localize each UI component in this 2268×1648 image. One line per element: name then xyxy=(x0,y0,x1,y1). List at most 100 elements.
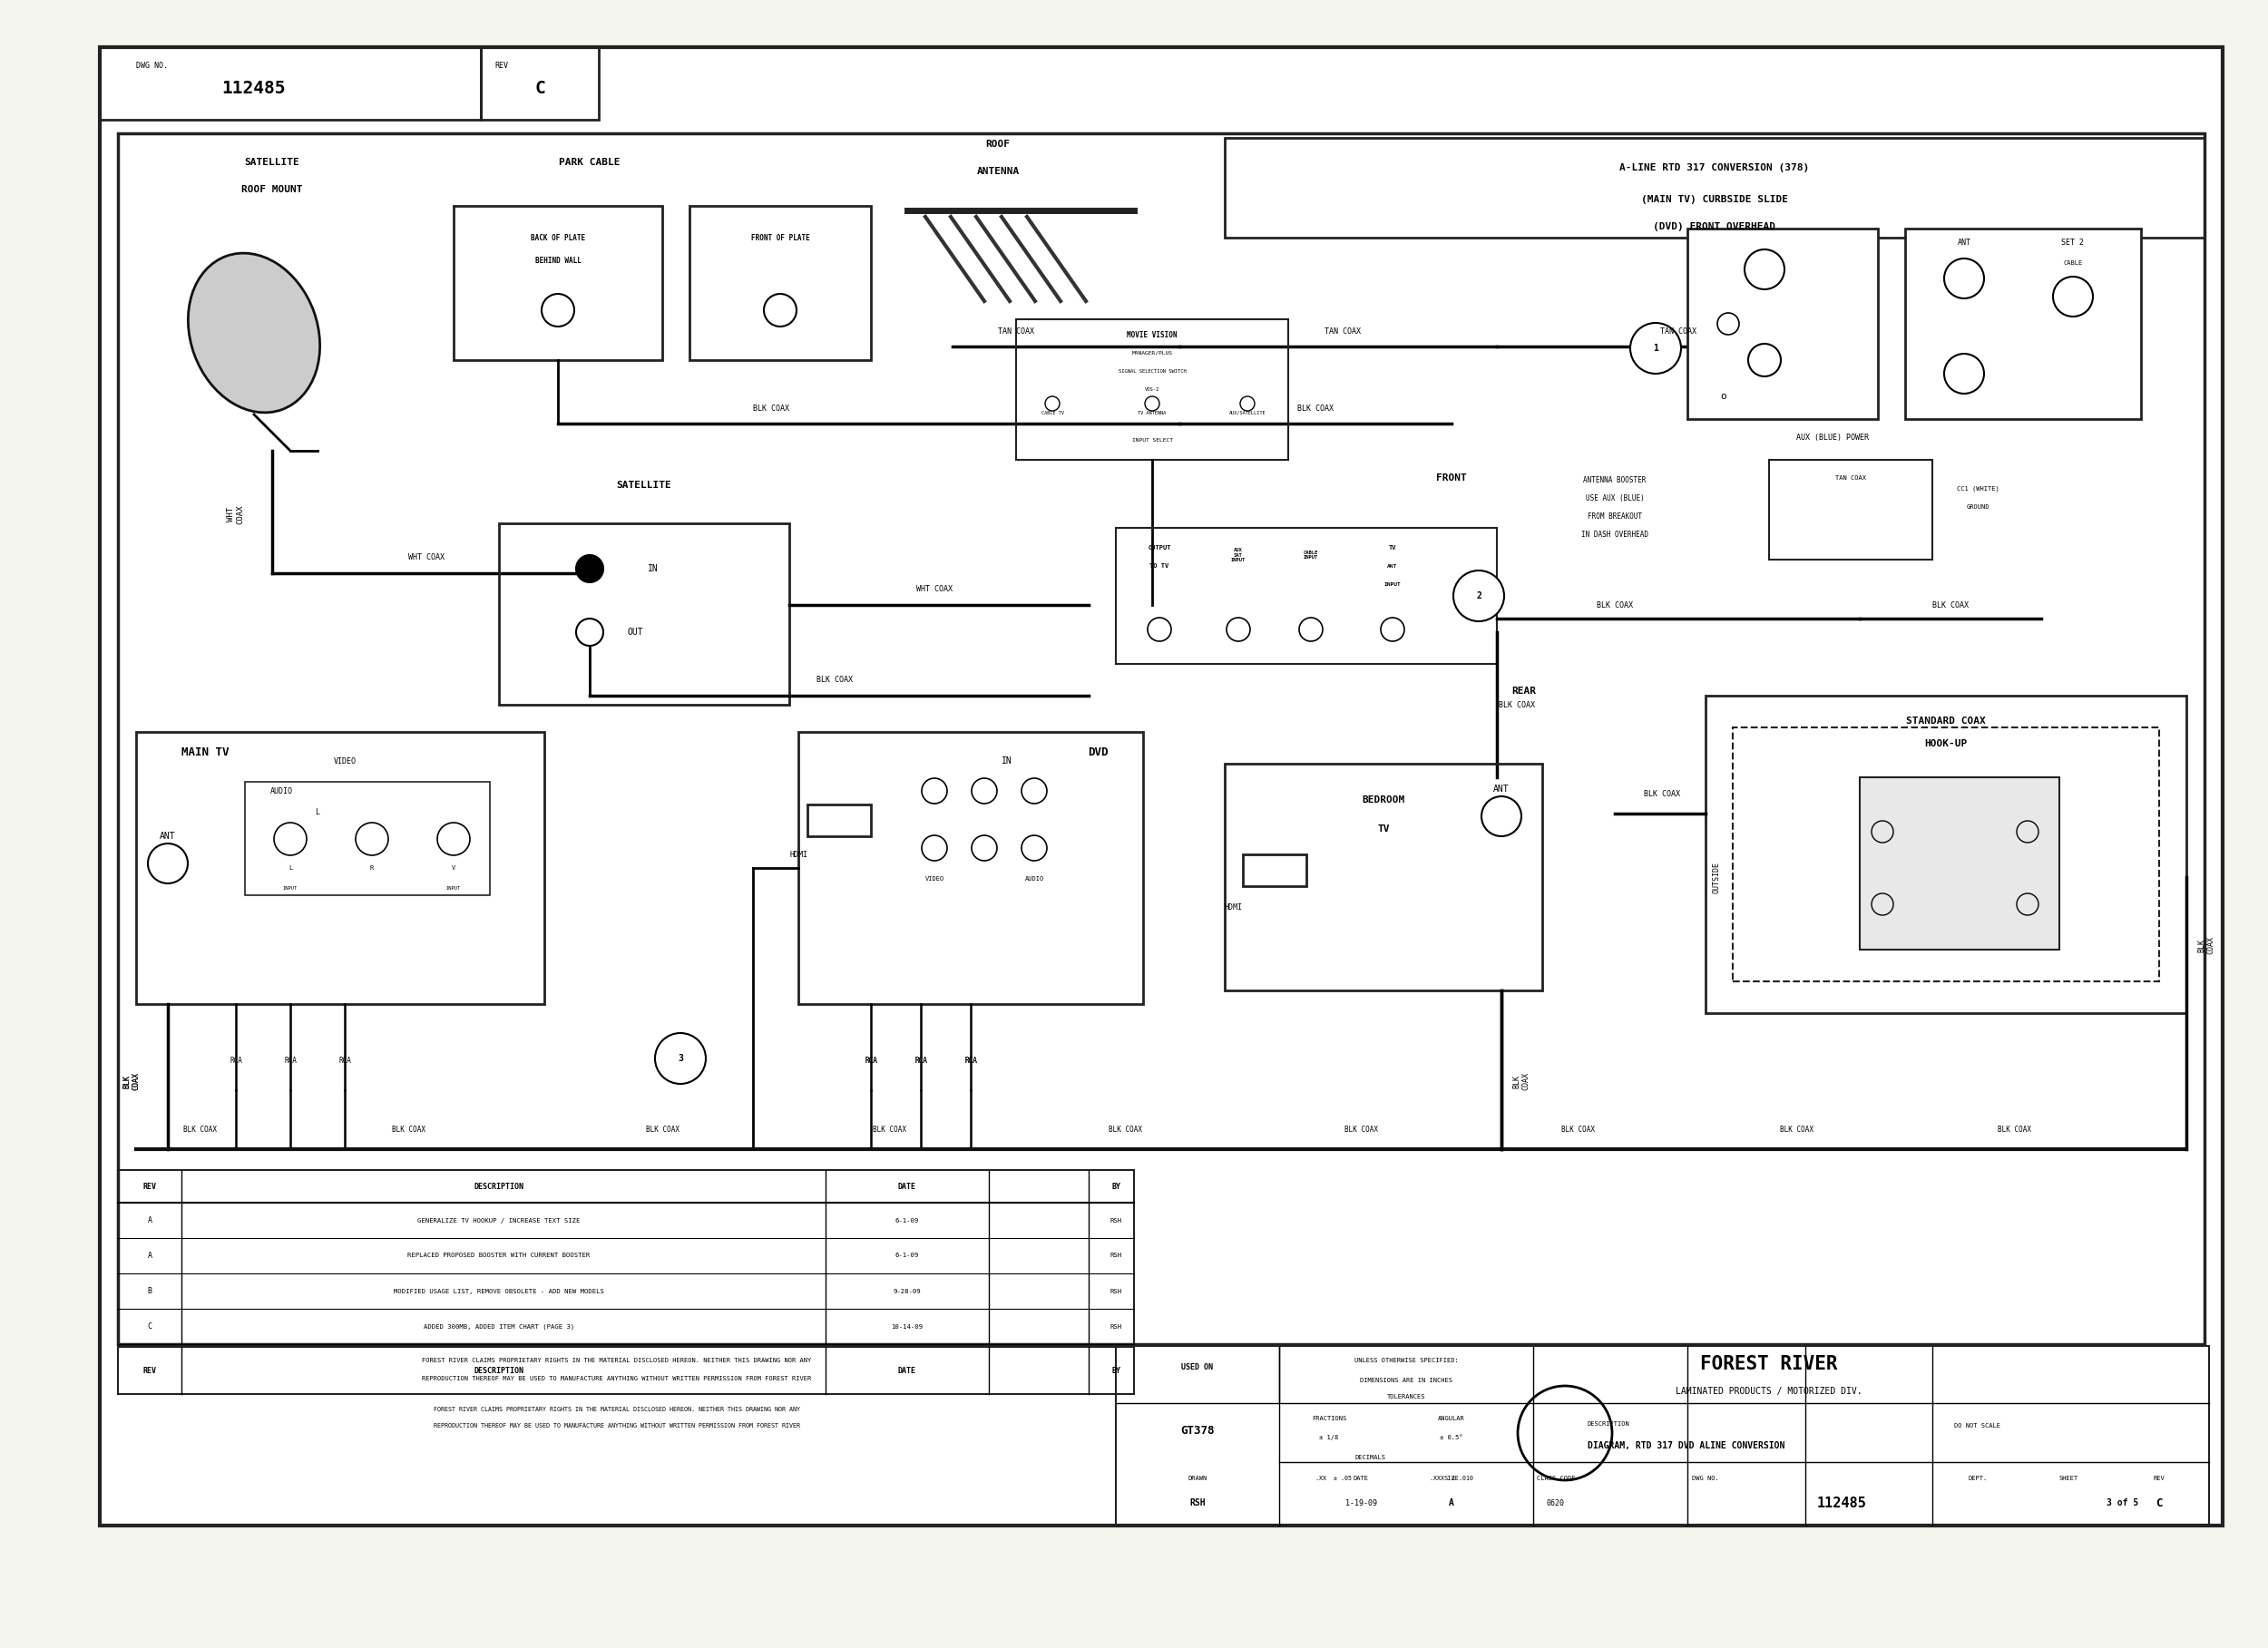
Text: DIAGRAM, RTD 317 DVD ALINE CONVERSION: DIAGRAM, RTD 317 DVD ALINE CONVERSION xyxy=(1588,1442,1785,1450)
Text: BLK COAX: BLK COAX xyxy=(1563,1126,1594,1134)
Bar xyxy=(1225,138,2204,237)
Text: DESCRIPTION: DESCRIPTION xyxy=(474,1366,524,1374)
Bar xyxy=(1860,778,2059,949)
Text: SATELLITE: SATELLITE xyxy=(245,158,299,166)
Text: AUDIO: AUDIO xyxy=(270,786,293,794)
Text: A: A xyxy=(1449,1498,1454,1508)
Text: SHEET: SHEET xyxy=(2059,1475,2077,1482)
Text: DWG NO.: DWG NO. xyxy=(136,61,168,69)
Text: DWG NO.: DWG NO. xyxy=(1692,1475,1719,1482)
Text: UNLESS OTHERWISE SPECIFIED:: UNLESS OTHERWISE SPECIFIED: xyxy=(1354,1358,1458,1363)
Text: DEPT.: DEPT. xyxy=(1969,1475,1987,1482)
Text: HDMI: HDMI xyxy=(1225,903,1243,911)
Text: REV: REV xyxy=(143,1182,156,1190)
Bar xyxy=(118,1170,1134,1345)
Text: TO TV: TO TV xyxy=(1150,564,1168,569)
Text: RCA: RCA xyxy=(338,1056,352,1065)
Text: FOREST RIVER CLAIMS PROPRIETARY RIGHTS IN THE MATERIAL DISCLOSED HEREON. NEITHER: FOREST RIVER CLAIMS PROPRIETARY RIGHTS I… xyxy=(422,1358,812,1363)
Bar xyxy=(481,48,599,120)
Text: GENERALIZE TV HOOKUP / INCREASE TEXT SIZE: GENERALIZE TV HOOKUP / INCREASE TEXT SIZ… xyxy=(417,1218,581,1223)
Text: ANTENNA: ANTENNA xyxy=(978,166,1018,176)
Text: REV: REV xyxy=(494,61,508,69)
Text: TV: TV xyxy=(1388,545,1397,550)
Text: RCA: RCA xyxy=(914,1056,928,1065)
Text: OUT: OUT xyxy=(626,628,644,636)
Bar xyxy=(118,133,2204,1345)
Text: DATE: DATE xyxy=(898,1366,916,1374)
Text: BLK COAX: BLK COAX xyxy=(873,1126,905,1134)
Text: BLK COAX: BLK COAX xyxy=(1932,602,1969,610)
Text: BLK COAX: BLK COAX xyxy=(1499,700,1535,709)
Bar xyxy=(100,48,481,120)
Text: (DVD) FRONT OVERHEAD: (DVD) FRONT OVERHEAD xyxy=(1653,222,1776,231)
Text: R: R xyxy=(370,865,374,870)
Text: BLK
COAX: BLK COAX xyxy=(122,1073,141,1091)
Text: DATE: DATE xyxy=(1354,1475,1368,1482)
Text: USED ON: USED ON xyxy=(1182,1363,1213,1371)
Text: REPLACED PROPOSED BOOSTER WITH CURRENT BOOSTER: REPLACED PROPOSED BOOSTER WITH CURRENT B… xyxy=(408,1252,590,1259)
Text: ± 0.5°: ± 0.5° xyxy=(1440,1435,1463,1440)
Text: TOLERANCES: TOLERANCES xyxy=(1388,1394,1427,1399)
Text: RSH: RSH xyxy=(1109,1323,1123,1330)
Text: RCA: RCA xyxy=(914,1056,928,1065)
Text: VIDEO: VIDEO xyxy=(333,756,356,765)
Text: ANT: ANT xyxy=(1957,237,1971,246)
Text: WHT COAX: WHT COAX xyxy=(916,585,953,593)
Text: L: L xyxy=(315,808,320,816)
Text: BLK
COAX: BLK COAX xyxy=(2198,936,2216,954)
Text: TAN COAX: TAN COAX xyxy=(1325,326,1361,335)
Circle shape xyxy=(1454,570,1504,621)
Bar xyxy=(807,804,871,836)
Text: (MAIN TV) CURBSIDE SLIDE: (MAIN TV) CURBSIDE SLIDE xyxy=(1642,194,1787,204)
Text: REV: REV xyxy=(2152,1475,2166,1482)
Text: DECIMALS: DECIMALS xyxy=(1354,1455,1386,1460)
Text: BY: BY xyxy=(1111,1182,1120,1190)
Text: 6-1-09: 6-1-09 xyxy=(896,1252,919,1259)
Text: VOS-2: VOS-2 xyxy=(1145,387,1159,391)
Text: BLK COAX: BLK COAX xyxy=(1998,1126,2030,1134)
Text: RSH: RSH xyxy=(1109,1289,1123,1294)
Text: V: V xyxy=(451,865,456,870)
Text: 2: 2 xyxy=(1476,592,1481,600)
Text: FRONT OF PLATE: FRONT OF PLATE xyxy=(751,234,810,242)
Text: ADDED 300MB, ADDED ITEM CHART (PAGE 3): ADDED 300MB, ADDED ITEM CHART (PAGE 3) xyxy=(424,1323,574,1330)
Text: SATELLITE: SATELLITE xyxy=(617,481,671,489)
Bar xyxy=(100,48,2223,1526)
Text: BLK COAX: BLK COAX xyxy=(392,1126,424,1134)
Text: GROUND: GROUND xyxy=(1966,504,1989,509)
Text: VIDEO: VIDEO xyxy=(925,877,943,882)
Text: CC1 (WHITE): CC1 (WHITE) xyxy=(1957,486,1998,491)
Text: IN: IN xyxy=(649,564,658,574)
Text: L: L xyxy=(288,865,293,870)
Text: 0620: 0620 xyxy=(1547,1498,1565,1506)
Text: ANT: ANT xyxy=(1492,784,1510,794)
Text: BEHIND WALL: BEHIND WALL xyxy=(535,255,581,264)
Text: TAN COAX: TAN COAX xyxy=(1835,475,1867,481)
Text: TAN COAX: TAN COAX xyxy=(998,326,1034,335)
Text: RSH: RSH xyxy=(1109,1252,1123,1259)
Text: 1: 1 xyxy=(1653,344,1658,353)
Text: AUDIO: AUDIO xyxy=(1025,877,1043,882)
Text: LAMINATED PRODUCTS / MOTORIZED DIV.: LAMINATED PRODUCTS / MOTORIZED DIV. xyxy=(1676,1386,1862,1396)
Text: DRAWN: DRAWN xyxy=(1188,1475,1207,1482)
Text: FRONT: FRONT xyxy=(1436,473,1467,483)
Text: IN DASH OVERHEAD: IN DASH OVERHEAD xyxy=(1581,531,1649,539)
Text: WHT COAX: WHT COAX xyxy=(408,552,445,560)
Text: o: o xyxy=(1721,392,1726,400)
Text: REAR: REAR xyxy=(1513,687,1535,695)
Bar xyxy=(689,206,871,359)
Text: REV: REV xyxy=(143,1366,156,1374)
Text: OUTSIDE: OUTSIDE xyxy=(1712,862,1721,893)
Text: BLK COAX: BLK COAX xyxy=(646,1126,678,1134)
Text: REPRODUCTION THEREOF MAY BE USED TO MANUFACTURE ANYTHING WITHOUT WRITTEN PERMISS: REPRODUCTION THEREOF MAY BE USED TO MANU… xyxy=(422,1376,812,1381)
Text: FOREST RIVER CLAIMS PROPRIETARY RIGHTS IN THE MATERIAL DISCLOSED HEREON. NEITHER: FOREST RIVER CLAIMS PROPRIETARY RIGHTS I… xyxy=(433,1407,801,1412)
Text: PARK CABLE: PARK CABLE xyxy=(560,158,621,166)
Text: STANDARD COAX: STANDARD COAX xyxy=(1905,717,1987,725)
Text: RCA: RCA xyxy=(864,1056,878,1065)
Text: ROOF: ROOF xyxy=(987,140,1009,148)
Text: INPUT SELECT: INPUT SELECT xyxy=(1132,438,1173,442)
Bar xyxy=(1687,229,1878,419)
Bar xyxy=(136,732,544,1004)
Text: BLK COAX: BLK COAX xyxy=(1109,1126,1141,1134)
Text: B: B xyxy=(147,1287,152,1295)
